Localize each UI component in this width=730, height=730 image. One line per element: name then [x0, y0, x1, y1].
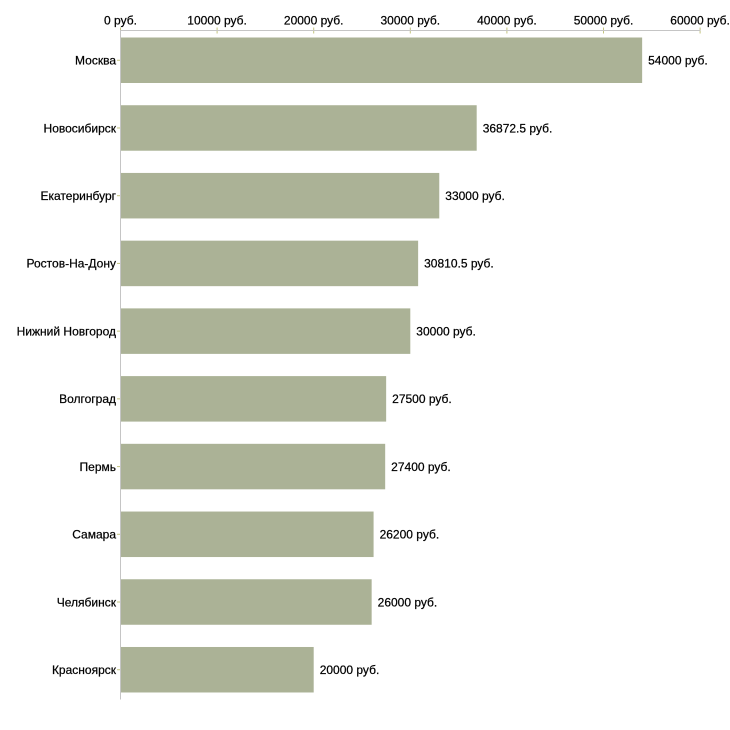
svg-text:Нижний Новгород: Нижний Новгород: [17, 324, 116, 338]
svg-text:50000 руб.: 50000 руб.: [574, 14, 634, 28]
svg-text:30000 руб.: 30000 руб.: [416, 324, 476, 338]
svg-text:54000 руб.: 54000 руб.: [648, 54, 708, 68]
svg-text:10000 руб.: 10000 руб.: [187, 14, 247, 28]
svg-text:Ростов-На-Дону: Ростов-На-Дону: [27, 257, 116, 271]
svg-text:Екатеринбург: Екатеринбург: [41, 189, 117, 203]
svg-text:0 руб.: 0 руб.: [104, 14, 137, 28]
svg-text:36872.5 руб.: 36872.5 руб.: [483, 121, 553, 135]
svg-text:Красноярск: Красноярск: [52, 663, 117, 677]
svg-text:Пермь: Пермь: [80, 460, 116, 474]
svg-text:Волгоград: Волгоград: [59, 392, 116, 406]
svg-text:20000 руб.: 20000 руб.: [284, 14, 344, 28]
svg-text:Челябинск: Челябинск: [57, 595, 117, 609]
svg-text:26200 руб.: 26200 руб.: [380, 528, 440, 542]
svg-text:40000 руб.: 40000 руб.: [477, 14, 537, 28]
svg-text:30810.5 руб.: 30810.5 руб.: [424, 257, 494, 271]
svg-text:33000 руб.: 33000 руб.: [445, 189, 505, 203]
svg-text:30000 руб.: 30000 руб.: [381, 14, 441, 28]
svg-text:Москва: Москва: [75, 54, 116, 68]
svg-text:20000 руб.: 20000 руб.: [320, 663, 380, 677]
svg-text:Самара: Самара: [72, 528, 116, 542]
svg-text:27400 руб.: 27400 руб.: [391, 460, 451, 474]
svg-text:60000 руб.: 60000 руб.: [670, 14, 730, 28]
svg-text:Новосибирск: Новосибирск: [44, 121, 117, 135]
svg-text:27500 руб.: 27500 руб.: [392, 392, 452, 406]
svg-text:26000 руб.: 26000 руб.: [378, 595, 438, 609]
